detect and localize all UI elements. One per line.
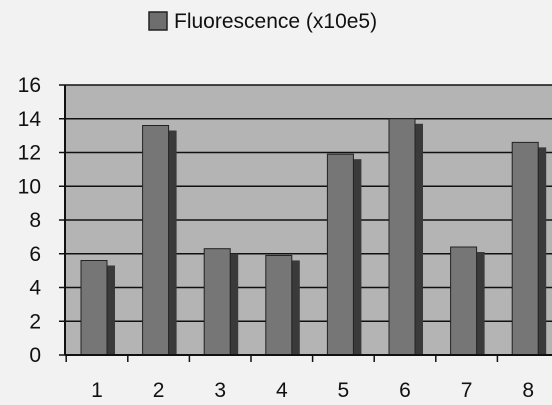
bar — [326, 153, 354, 356]
y-axis-ticks: 0 2 4 6 8 10 12 14 16 — [18, 74, 65, 367]
bars — [80, 118, 547, 356]
x-tick-label: 1 — [91, 379, 103, 402]
y-tick-label: 0 — [29, 344, 41, 367]
x-tick-label: 2 — [153, 379, 165, 402]
bar — [450, 246, 478, 356]
bar — [80, 260, 108, 356]
bar — [388, 118, 416, 356]
y-tick-label: 4 — [29, 277, 41, 300]
x-tick-label: 3 — [214, 379, 226, 402]
legend-label: Fluorescence (x10e5) — [174, 10, 377, 33]
legend: Fluorescence (x10e5) — [148, 10, 377, 33]
x-tick-label: 4 — [276, 379, 288, 402]
x-tick-label: 7 — [461, 379, 473, 402]
y-tick-label: 10 — [18, 175, 41, 198]
x-tick-label: 5 — [338, 379, 350, 402]
legend-swatch — [148, 11, 168, 31]
bar — [142, 125, 170, 356]
y-tick-label: 2 — [29, 310, 41, 333]
bar — [203, 248, 231, 356]
y-tick-label: 16 — [18, 74, 41, 97]
y-tick-label: 12 — [18, 142, 41, 165]
y-tick-label: 6 — [29, 243, 41, 266]
x-tick-label: 6 — [399, 379, 411, 402]
x-tick-label: 8 — [522, 379, 534, 402]
y-tick-label: 14 — [18, 108, 42, 131]
y-tick-label: 8 — [29, 209, 41, 232]
bar — [265, 254, 293, 356]
x-axis-ticks: 1 2 3 4 5 6 7 8 — [65, 355, 534, 402]
bar — [511, 141, 539, 356]
